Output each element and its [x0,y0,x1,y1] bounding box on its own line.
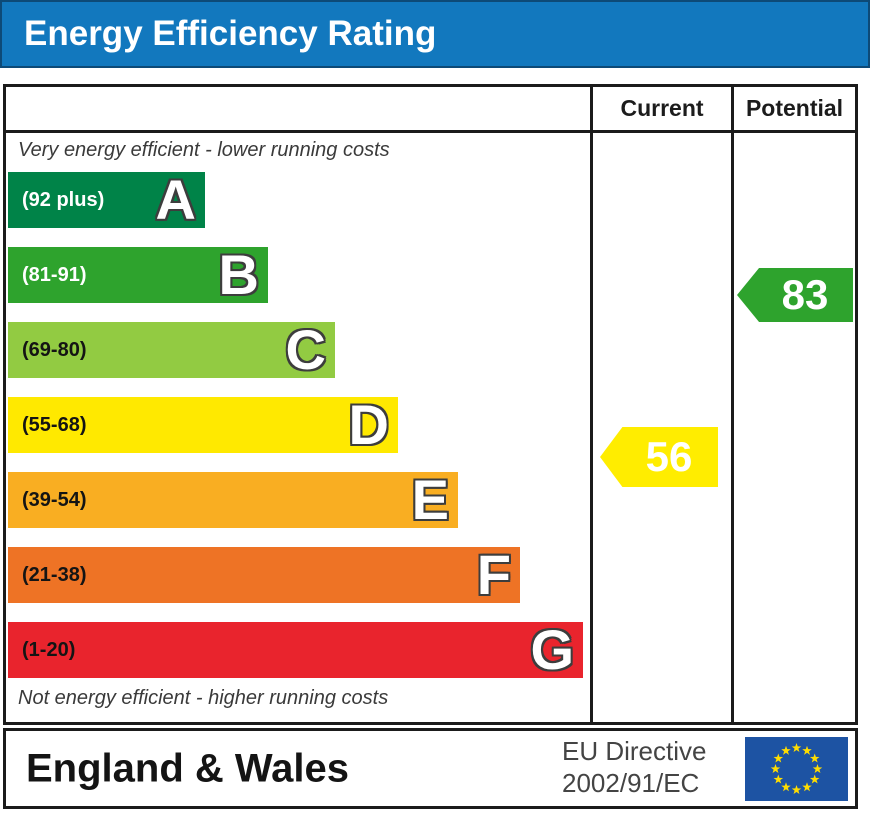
column-divider-potential [731,87,734,722]
header-separator [6,130,855,133]
region-label: England & Wales [26,746,350,790]
eu-directive-line1: EU Directive [562,736,707,766]
band-row-g: (1-20) G [8,622,583,678]
eu-directive-label: EU Directive 2002/91/EC [562,735,740,799]
band-range-label: (92 plus) [22,188,105,211]
bottom-note: Not energy efficient - higher running co… [18,687,389,709]
band-range-label: (39-54) [22,488,87,511]
current-rating-arrow: 56 [600,427,718,487]
potential-rating-value: 83 [781,271,829,318]
rating-table: Current Potential Very energy efficient … [3,84,858,725]
band-row-f: (21-38) F [8,547,520,603]
band-letter: G [530,618,574,681]
top-note: Very energy efficient - lower running co… [18,139,390,161]
band-row-e: (39-54) E [8,472,458,528]
band-letter: B [218,243,259,306]
band-range-label: (55-68) [22,413,87,436]
eu-flag-icon [745,737,848,801]
band-range-label: (1-20) [22,638,76,661]
column-divider-current [590,87,593,722]
title-bar: Energy Efficiency Rating [0,0,870,68]
band-letter: A [155,168,196,231]
band-row-c: (69-80) C [8,322,335,378]
column-header-current: Current [620,95,704,121]
band-row-a: (92 plus) A [8,172,205,228]
band-range-label: (81-91) [22,263,87,286]
potential-rating-arrow: 83 [737,268,853,322]
band-letter: F [476,543,511,606]
band-letter: D [348,393,389,456]
current-rating-value: 56 [645,433,693,480]
page-title: Energy Efficiency Rating [24,14,437,53]
band-range-label: (69-80) [22,338,87,361]
eu-flag-stars [770,743,823,795]
band-row-d: (55-68) D [8,397,398,453]
footer-bar: England & Wales EU Directive 2002/91/EC [3,728,858,809]
band-row-b: (81-91) B [8,247,268,303]
band-range-label: (21-38) [22,563,87,586]
column-header-potential: Potential [745,95,844,121]
band-letter: C [285,318,326,381]
band-letter: E [411,468,449,531]
eu-directive-line2: 2002/91/EC [562,768,700,798]
